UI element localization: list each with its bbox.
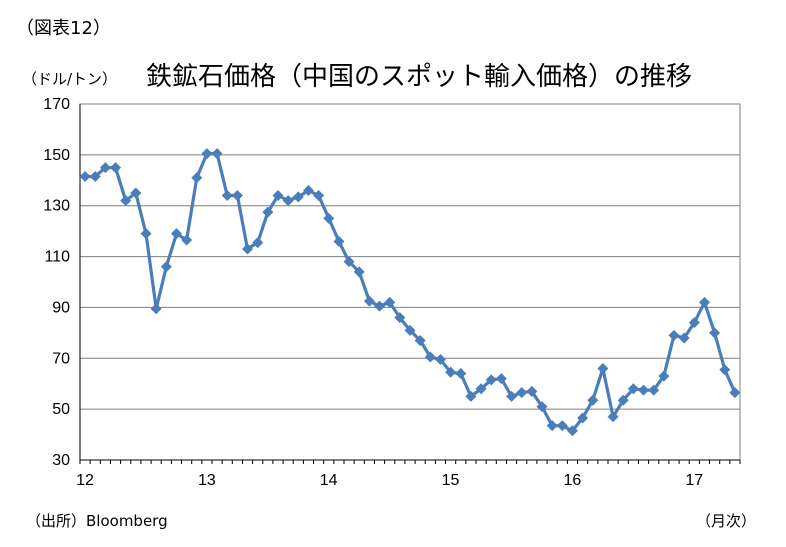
- y-tick-label: 50: [52, 401, 70, 418]
- data-point: [506, 390, 518, 402]
- data-point: [343, 256, 355, 268]
- x-tick-label: 16: [563, 472, 581, 489]
- data-point: [89, 170, 101, 182]
- data-point: [465, 390, 477, 402]
- data-point: [455, 368, 467, 380]
- data-point: [709, 327, 721, 339]
- y-axis-unit-label: （ドル/トン）: [22, 70, 118, 88]
- data-point: [130, 187, 142, 199]
- x-tick-label: 14: [320, 472, 338, 489]
- data-point: [648, 384, 660, 396]
- data-point: [191, 172, 203, 184]
- data-point: [424, 351, 436, 363]
- data-point: [221, 190, 233, 202]
- y-tick-label: 110: [44, 249, 70, 266]
- data-point: [536, 401, 548, 413]
- x-tick-label: 15: [442, 472, 460, 489]
- x-tick-label: 12: [76, 472, 94, 489]
- data-point: [150, 303, 162, 315]
- data-point: [577, 412, 589, 424]
- data-point: [495, 373, 507, 385]
- y-tick-label: 90: [52, 299, 70, 316]
- data-point: [526, 385, 538, 397]
- data-point: [272, 190, 284, 202]
- data-point: [282, 195, 294, 207]
- data-point: [313, 190, 325, 202]
- data-point: [140, 228, 152, 240]
- data-point: [414, 334, 426, 346]
- chart-title: 鉄鉱石価格（中国のスポット輸入価格）の推移: [146, 62, 693, 92]
- data-point: [201, 148, 213, 160]
- data-point: [698, 296, 710, 308]
- data-point: [292, 191, 304, 203]
- data-point: [627, 383, 639, 395]
- y-tick-label: 70: [52, 350, 70, 367]
- data-point: [404, 324, 416, 336]
- data-point: [607, 411, 619, 423]
- x-axis-unit-label: （月次）: [696, 512, 757, 530]
- data-point: [181, 234, 193, 246]
- source-note: （出所）Bloomberg: [26, 512, 168, 530]
- data-point: [353, 266, 365, 278]
- y-tick-label: 150: [43, 147, 70, 164]
- data-point: [434, 354, 446, 366]
- x-tick-label: 13: [198, 472, 216, 489]
- data-point: [617, 394, 629, 406]
- data-point: [99, 162, 111, 174]
- data-point: [170, 228, 182, 240]
- data-point: [333, 235, 345, 247]
- data-point: [211, 148, 223, 160]
- data-point: [110, 162, 122, 174]
- data-point: [242, 243, 254, 255]
- y-tick-label: 130: [43, 198, 70, 215]
- data-point: [678, 332, 690, 344]
- data-point: [120, 195, 132, 207]
- data-point: [445, 366, 457, 378]
- plot-area: [79, 103, 741, 461]
- data-point: [79, 170, 91, 182]
- data-point: [374, 300, 386, 312]
- data-point: [323, 212, 335, 224]
- data-point: [485, 374, 497, 386]
- data-point: [475, 383, 487, 395]
- data-point: [566, 425, 578, 437]
- data-point: [262, 206, 274, 218]
- data-point: [252, 237, 264, 249]
- y-tick-label: 170: [43, 96, 70, 113]
- data-point: [546, 420, 558, 432]
- data-point: [394, 312, 406, 324]
- data-point: [302, 184, 314, 196]
- data-point: [597, 362, 609, 374]
- data-point: [658, 370, 670, 382]
- data-point: [363, 295, 375, 307]
- data-point: [160, 261, 172, 273]
- data-point: [638, 384, 650, 396]
- x-tick-label: 17: [685, 472, 703, 489]
- data-point: [688, 317, 700, 329]
- data-point: [729, 387, 741, 399]
- data-point: [668, 329, 680, 341]
- data-point: [719, 364, 731, 376]
- data-point: [556, 420, 568, 432]
- figure-label: （図表12）: [16, 18, 111, 39]
- y-tick-label: 30: [52, 452, 70, 469]
- data-point: [587, 394, 599, 406]
- data-point: [231, 190, 243, 202]
- data-point: [384, 296, 396, 308]
- data-point: [516, 387, 528, 399]
